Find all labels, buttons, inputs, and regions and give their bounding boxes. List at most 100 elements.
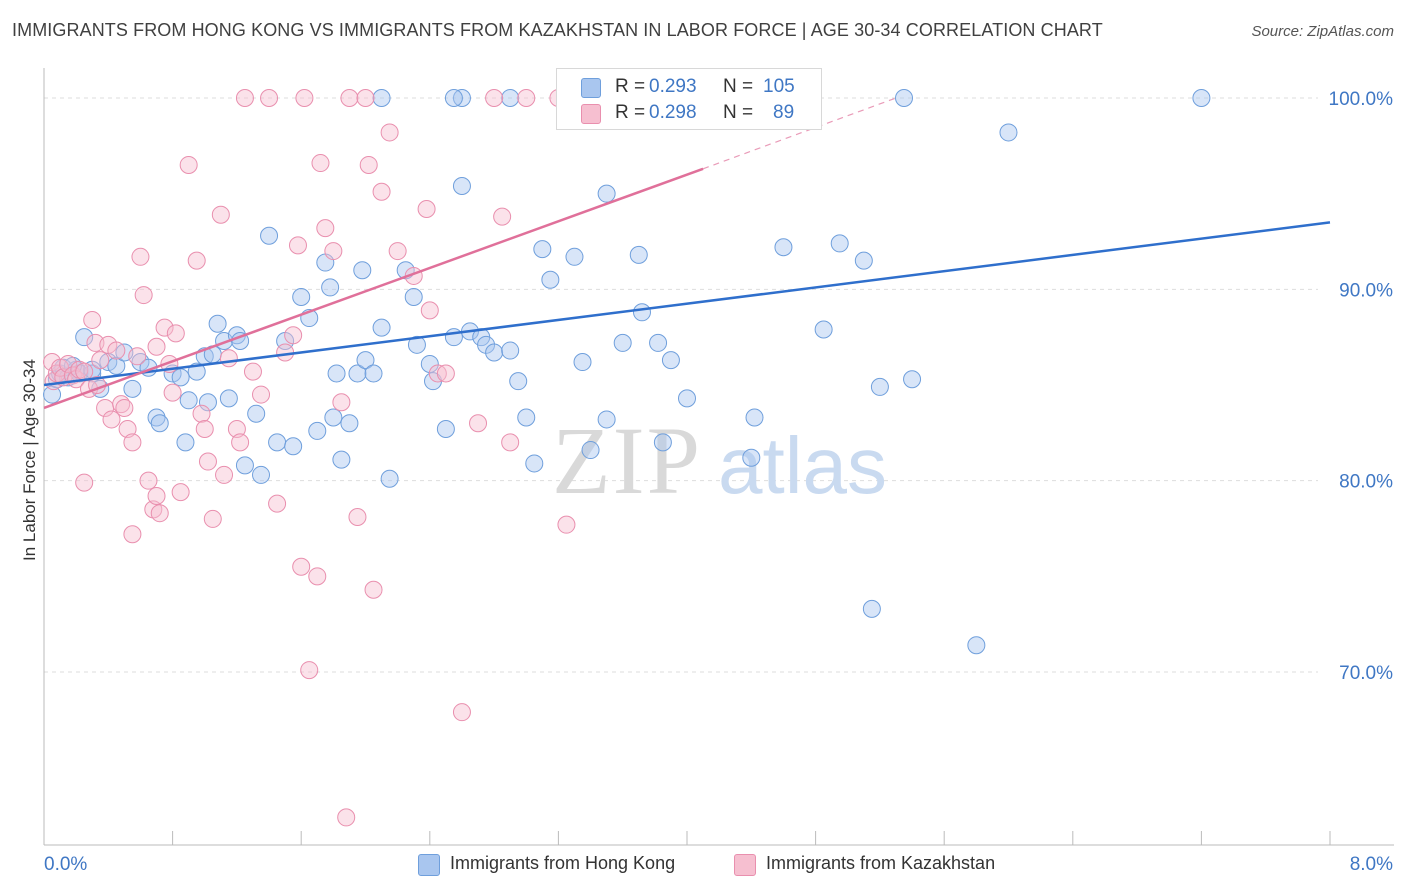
hong-kong-point xyxy=(745,408,764,427)
hong-kong-point xyxy=(252,465,271,484)
kazakhstan-point xyxy=(166,324,185,343)
kazakhstan-point xyxy=(155,318,174,337)
kazakhstan-point xyxy=(171,483,190,502)
kazakhstan-point xyxy=(211,205,230,224)
hong-kong-point xyxy=(501,89,520,107)
hong-kong-point xyxy=(356,351,375,370)
kazakhstan-point xyxy=(332,393,351,412)
kazakhstan-point xyxy=(252,385,271,404)
kazakhstan-point xyxy=(131,247,150,266)
hong-kong-point xyxy=(332,450,351,469)
kazakhstan-point xyxy=(91,351,110,370)
kazakhstan-point xyxy=(359,155,378,174)
kazakhstan-point xyxy=(147,337,166,356)
hong-kong-point xyxy=(632,303,651,322)
kazakhstan-point xyxy=(195,420,214,439)
n-label: N = xyxy=(723,76,754,97)
y-tick-label: 70.0% xyxy=(1339,663,1393,684)
kazakhstan-point xyxy=(203,509,222,528)
hong-kong-point xyxy=(597,184,616,203)
hong-kong-point xyxy=(541,270,560,289)
kazakhstan-point xyxy=(150,504,169,523)
kazakhstan-point xyxy=(123,525,142,544)
tick-labels: 100.0% 90.0% 80.0% 70.0% 0.0% 8.0% xyxy=(44,89,1393,875)
kazakhstan-point xyxy=(75,362,94,381)
x-tick-label: 0.0% xyxy=(44,854,87,875)
x-tick-label: 8.0% xyxy=(1350,854,1393,875)
hong-kong-point xyxy=(147,408,166,427)
hong-kong-point xyxy=(999,123,1018,142)
hong-kong-point xyxy=(353,261,372,280)
hong-kong-point xyxy=(150,414,169,433)
kazakhstan-point xyxy=(348,508,367,527)
r-value: 0.298 xyxy=(649,102,697,123)
hong-kong-point xyxy=(452,177,471,196)
kazakhstan-point xyxy=(436,364,455,383)
kazakhstan-point xyxy=(337,808,356,827)
legend-hong-kong-label: Immigrants from Hong Kong xyxy=(450,853,676,873)
hong-kong-point xyxy=(895,89,914,107)
watermark-zip: ZIP xyxy=(552,407,702,514)
kazakhstan-point xyxy=(452,703,471,722)
kazakhstan-point xyxy=(324,242,343,261)
hong-kong-point xyxy=(321,278,340,297)
hong-kong-point xyxy=(653,433,672,452)
hong-kong-point xyxy=(509,372,528,391)
hong-kong-point xyxy=(340,414,359,433)
kazakhstan-point xyxy=(147,486,166,505)
legend-hong-kong-swatch xyxy=(418,854,440,876)
hong-kong-point xyxy=(436,420,455,439)
legend-kazakhstan-label: Immigrants from Kazakhstan xyxy=(766,853,996,873)
hong-kong-point xyxy=(573,353,592,372)
grid-lines xyxy=(44,97,1318,673)
kazakhstan-point xyxy=(308,567,327,586)
hong-kong-point xyxy=(235,456,254,475)
n-value: 105 xyxy=(763,76,795,97)
kazakhstan-point xyxy=(83,310,102,329)
kazakhstan-swatch xyxy=(581,104,601,124)
hong-kong-point xyxy=(171,368,190,387)
kazakhstan-point xyxy=(517,89,536,107)
kazakhstan-point xyxy=(235,89,254,107)
kazakhstan-point xyxy=(102,410,121,429)
hong-kong-point xyxy=(176,433,195,452)
hong-kong-point xyxy=(308,421,327,440)
kazakhstan-point xyxy=(118,420,137,439)
hong-kong-point xyxy=(179,391,198,410)
hong-kong-point xyxy=(247,404,266,423)
watermark-atlas: atlas xyxy=(718,421,887,510)
kazakhstan-trend-line xyxy=(43,167,704,410)
kazakhstan-point xyxy=(295,89,314,107)
kazakhstan-point xyxy=(300,661,319,680)
kazakhstan-point xyxy=(316,219,335,238)
kazakhstan-point xyxy=(284,326,303,345)
hong-kong-point xyxy=(404,287,423,306)
hong-kong-point xyxy=(854,251,873,270)
kazakhstan-point xyxy=(139,471,158,490)
hong-kong-point xyxy=(517,408,536,427)
kazakhstan-point xyxy=(179,155,198,174)
hong-kong-point xyxy=(565,247,584,266)
hong-kong-point xyxy=(372,89,391,107)
hong-kong-point xyxy=(208,314,227,333)
axes xyxy=(43,68,1394,846)
hong-kong-point xyxy=(348,364,367,383)
kazakhstan-point xyxy=(493,207,512,226)
hong-kong-point xyxy=(485,343,504,362)
kazakhstan-point xyxy=(501,433,520,452)
hong-kong-point xyxy=(372,318,391,337)
hong-kong-point xyxy=(742,448,761,467)
kazakhstan-point xyxy=(219,349,238,368)
kazakhstan-point xyxy=(340,89,359,107)
kazakhstan-point xyxy=(215,465,234,484)
hong-kong-point xyxy=(75,328,94,347)
hong-kong-point xyxy=(284,437,303,456)
kazakhstan-point xyxy=(163,383,182,402)
hong-kong-point xyxy=(407,335,426,354)
chart-title: IMMIGRANTS FROM HONG KONG VS IMMIGRANTS … xyxy=(12,20,1103,40)
kazakhstan-point xyxy=(469,414,488,433)
series-kazakhstan-points xyxy=(43,89,592,827)
y-axis-label: In Labor Force | Age 30-34 xyxy=(20,359,39,561)
hong-kong-point xyxy=(219,389,238,408)
kazakhstan-point xyxy=(128,347,147,366)
